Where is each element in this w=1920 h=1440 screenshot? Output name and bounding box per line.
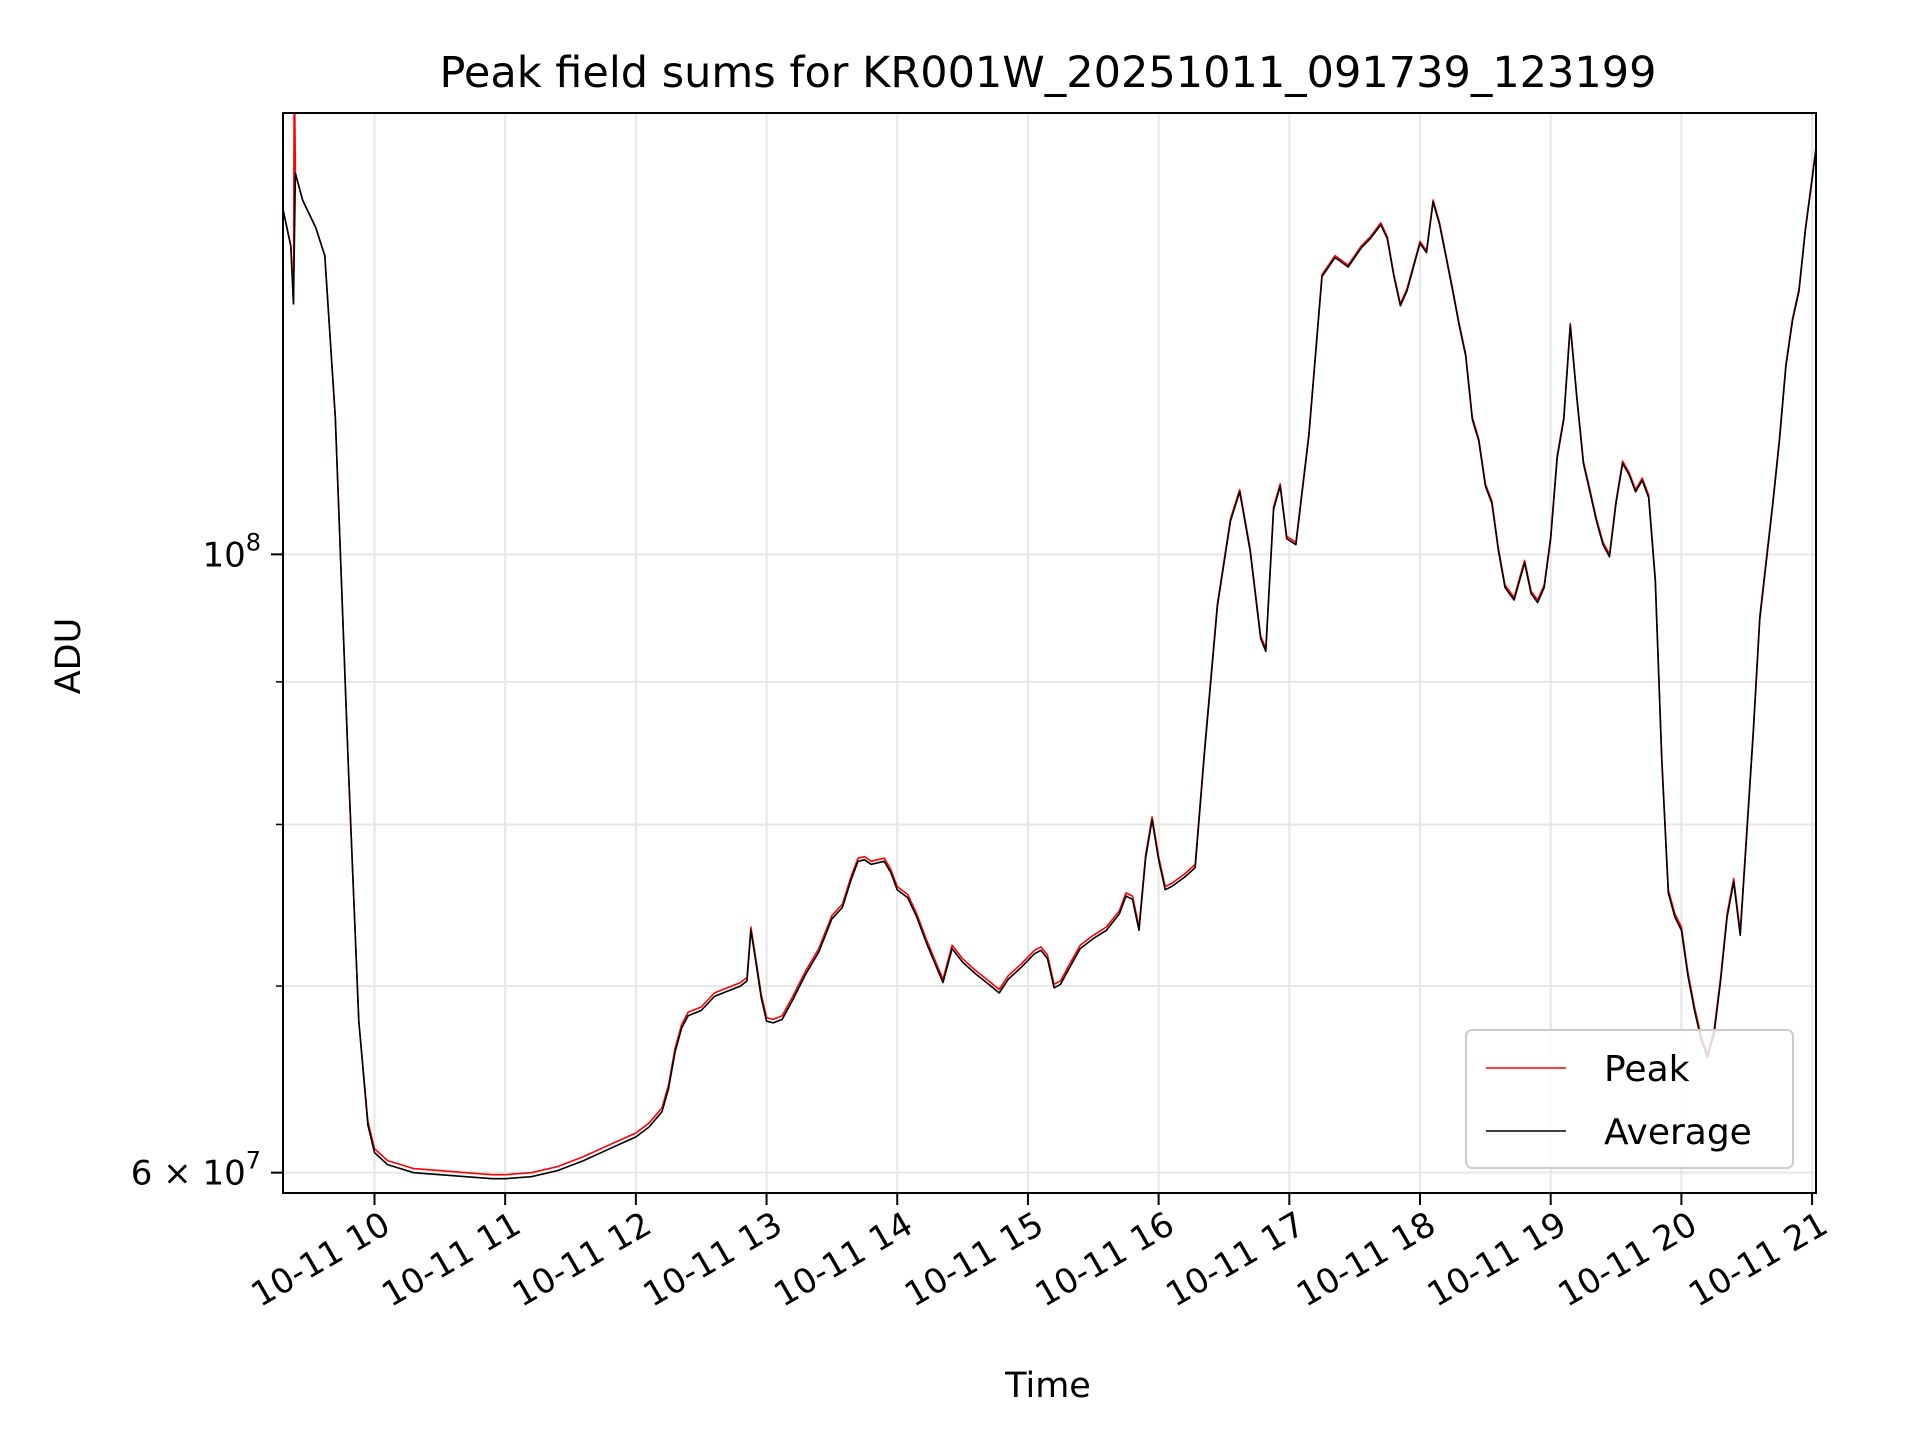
legend-label-average: Average: [1604, 1112, 1752, 1153]
plot-frame: [282, 112, 1817, 1194]
legend: Peak Average: [1465, 1029, 1794, 1169]
series-line-average: [283, 148, 1816, 1180]
y-tick-label: 6 × 107: [131, 1147, 261, 1194]
y-tick-exponent: 8: [246, 528, 261, 556]
legend-label-peak: Peak: [1604, 1049, 1690, 1090]
y-tick-label: 108: [202, 528, 261, 575]
series-group: [283, 113, 1816, 1180]
y-axis: 6 × 107 108: [131, 528, 283, 1194]
grid: [283, 113, 1816, 1193]
y-tick-base: 6 × 10: [131, 1154, 246, 1194]
y-tick-base: 10: [202, 535, 245, 575]
y-axis-label: ADU: [49, 618, 89, 695]
y-tick-exponent: 7: [246, 1147, 261, 1175]
x-axis-label: Time: [1004, 1366, 1091, 1406]
series-line-peak: [283, 113, 1816, 1176]
chart-title: Peak field sums for KR001W_20251011_0917…: [440, 48, 1657, 98]
legend-box: [1465, 1029, 1794, 1169]
